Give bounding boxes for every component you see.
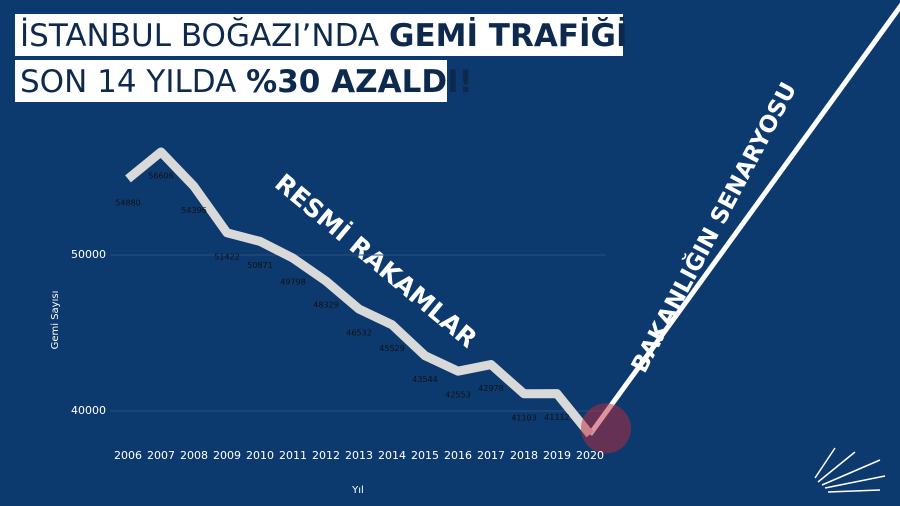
y-tick-label: 40000 (71, 404, 106, 417)
title-text: İSTANBUL BOĞAZI’NDA (20, 17, 389, 54)
x-tick-label: 2019 (543, 449, 571, 462)
x-tick-label: 2017 (477, 449, 505, 462)
subtitle-text: SON 14 YILDA (20, 64, 246, 100)
data-label: 41103 (511, 413, 536, 422)
x-tick-label: 2013 (345, 449, 373, 462)
x-tick-label: 2012 (312, 449, 340, 462)
annotation: BAKANLIĞIN SENARYOSU (625, 77, 802, 377)
x-tick-label: 2020 (576, 449, 604, 462)
highlight-circle (581, 403, 631, 454)
x-tick-label: 2006 (114, 449, 142, 462)
x-tick-label: 2011 (279, 449, 307, 462)
x-tick-label: 2016 (444, 449, 472, 462)
data-label: 54396 (181, 206, 206, 215)
chart-subtitle: SON 14 YILDA %30 AZALDI! (20, 64, 473, 100)
subtitle-bold: %30 AZALDI! (246, 64, 473, 100)
data-label: 42553 (445, 391, 470, 400)
data-label: 43544 (412, 375, 437, 384)
x-axis-label: Yıl (351, 485, 364, 496)
data-label: 46532 (346, 329, 371, 338)
data-label: 48329 (313, 301, 338, 310)
scenario-line (587, 2, 900, 436)
x-tick-label: 2007 (147, 449, 175, 462)
y-tick-label: 50000 (71, 248, 106, 261)
data-label: 54880 (115, 198, 140, 207)
data-line (125, 147, 594, 438)
y-axis-label: Gemi Sayısı (50, 291, 61, 350)
title-bold: GEMİ TRAFİĞİ (389, 17, 628, 54)
logo (814, 447, 886, 493)
data-label: 41112 (544, 413, 569, 422)
data-label: 49798 (280, 278, 305, 287)
chart-title: İSTANBUL BOĞAZI’NDA GEMİ TRAFİĞİ (20, 17, 628, 54)
x-tick-label: 2010 (246, 449, 274, 462)
x-tick-label: 2018 (510, 449, 538, 462)
x-tick-label: 2008 (180, 449, 208, 462)
data-label: 56606 (148, 171, 173, 180)
data-label: 51422 (214, 252, 239, 261)
data-label: 45529 (379, 344, 404, 353)
data-label: 42978 (478, 384, 503, 393)
x-tick-label: 2009 (213, 449, 241, 462)
data-label: 50871 (247, 261, 272, 270)
x-tick-label: 2015 (411, 449, 439, 462)
title-box (15, 14, 623, 56)
x-tick-label: 2014 (378, 449, 406, 462)
subtitle-box (15, 60, 447, 102)
